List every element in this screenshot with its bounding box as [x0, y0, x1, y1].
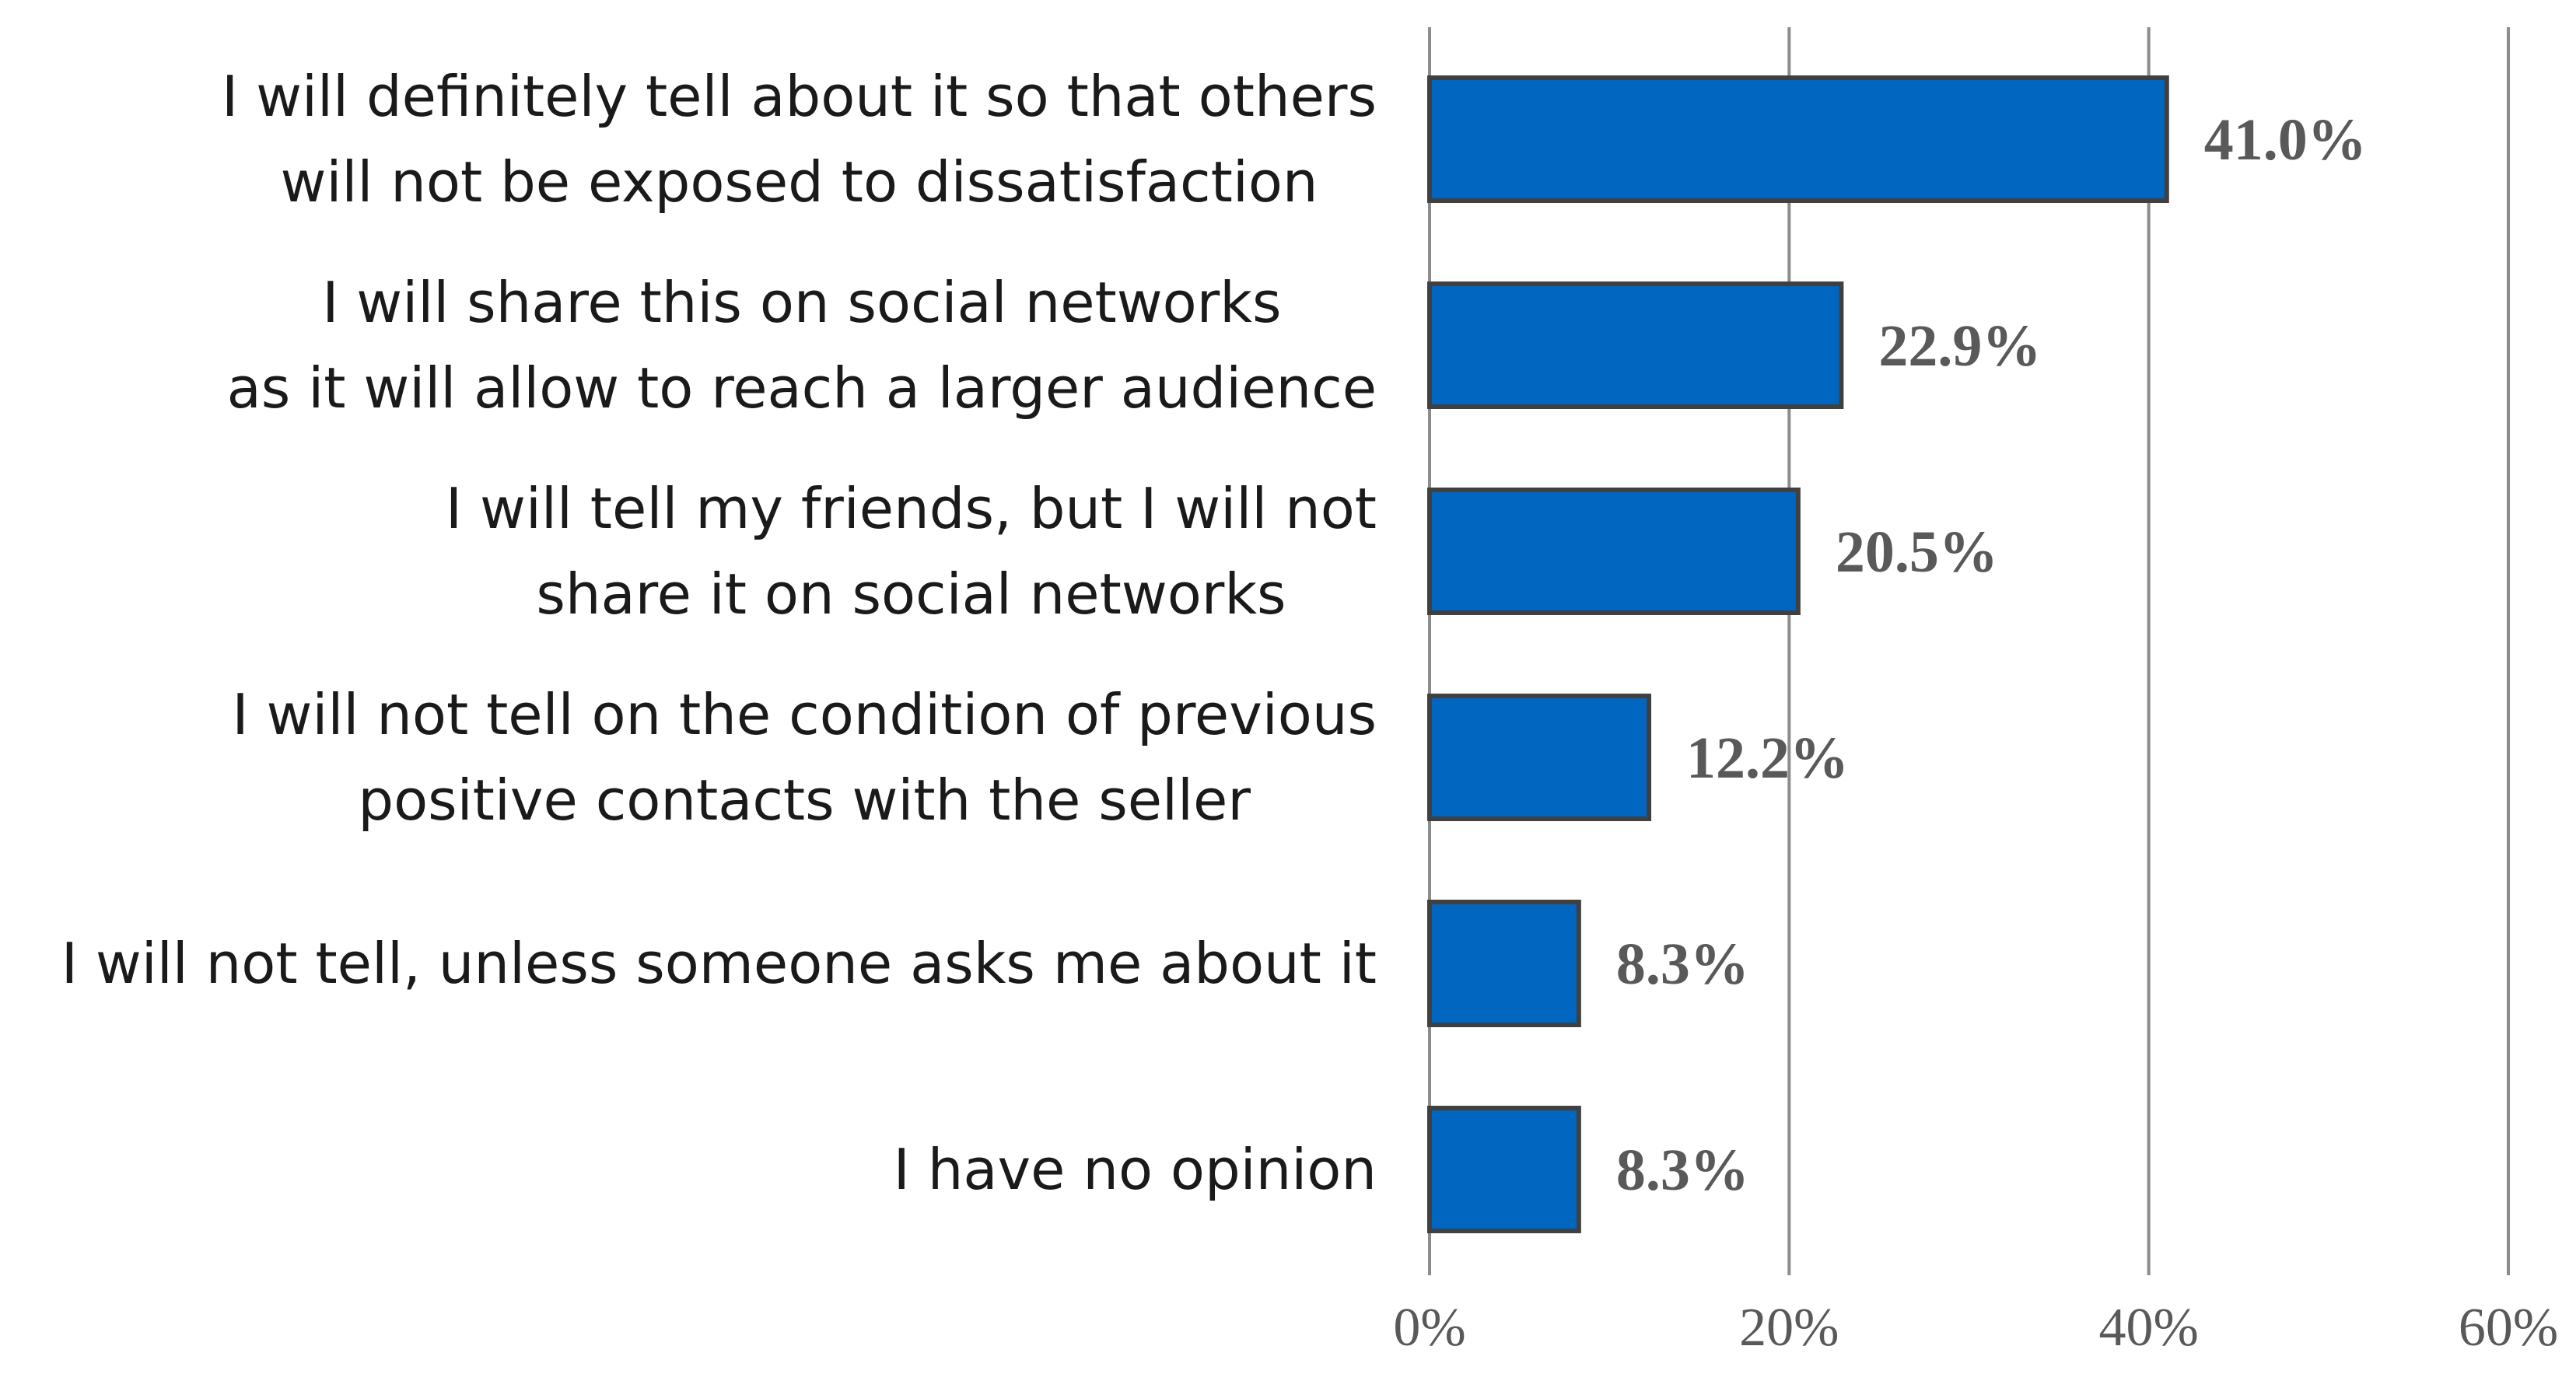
- label-layer: 0% 20% 40% 60% 41.0% I will definitely tell a…: [61, 64, 2558, 1358]
- value-label: 8.3%: [1616, 1138, 1749, 1203]
- category-label: I will definitely tell about it so that …: [222, 64, 1377, 215]
- category-label: I will share this on social networks as i…: [227, 270, 1377, 421]
- bar: [1427, 1106, 1581, 1233]
- bar: [1427, 694, 1652, 821]
- x-tick-label: 60%: [2459, 1298, 2558, 1358]
- bar-layer: [1427, 75, 2169, 1233]
- value-label: 12.2%: [1686, 725, 1849, 791]
- x-tick-label: 0%: [1393, 1298, 1465, 1358]
- category-label: I have no opinion: [894, 1137, 1377, 1202]
- category-label: I will not tell on the condition of prev…: [232, 682, 1377, 833]
- category-label: I will not tell, unless someone asks me …: [61, 931, 1377, 996]
- category-label-line: I have no opinion: [894, 1137, 1377, 1202]
- bar: [1427, 75, 2169, 203]
- value-label: 8.3%: [1616, 932, 1749, 997]
- category-label-line: share it on social networks: [536, 561, 1286, 627]
- category-label-line: I will not tell, unless someone asks me …: [61, 931, 1377, 996]
- category-label-line: I will definitely tell about it so that …: [222, 64, 1377, 129]
- x-tick-label: 40%: [2099, 1298, 2199, 1358]
- category-label-line: positive contacts with the seller: [358, 767, 1251, 833]
- category-label: I will tell my friends, but I will not sh…: [446, 476, 1377, 627]
- category-label-line: I will not tell on the condition of prev…: [232, 682, 1377, 747]
- value-label: 41.0%: [2204, 107, 2367, 173]
- bar: [1427, 488, 1801, 615]
- category-label-line: as it will allow to reach a larger audie…: [227, 355, 1377, 421]
- x-tick-label: 20%: [1739, 1298, 1839, 1358]
- category-label-line: I will tell my friends, but I will not: [446, 476, 1377, 541]
- bar: [1427, 900, 1581, 1027]
- grid-layer: [1428, 27, 2510, 1275]
- value-label: 20.5%: [1836, 519, 1998, 585]
- bar: [1427, 281, 1844, 409]
- category-label-line: I will share this on social networks: [322, 270, 1281, 335]
- value-label: 22.9%: [1878, 313, 2041, 379]
- category-label-line: will not be exposed to dissatisfaction: [281, 149, 1318, 215]
